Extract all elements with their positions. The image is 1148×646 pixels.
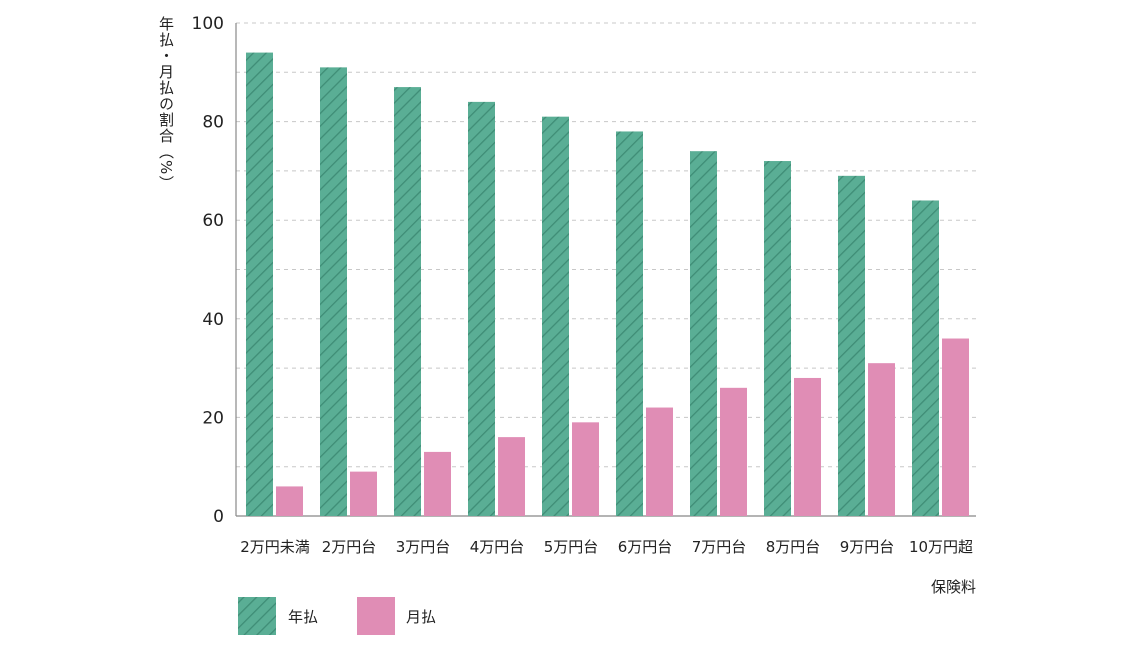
bar-annual	[838, 175, 865, 516]
y-tick-label: 80	[202, 113, 224, 133]
bar-monthly	[868, 363, 895, 516]
y-tick-label: 0	[213, 507, 224, 527]
x-tick-label: 9万円台	[840, 538, 895, 556]
bars	[246, 52, 969, 517]
legend-swatch-annual	[238, 597, 276, 635]
bar-monthly	[942, 338, 969, 516]
bar-annual	[912, 200, 939, 517]
x-tick-labels: 2万円未満 2万円台 3万円台 4万円台 5万円台 6万円台 7万円台 8万円台 9万円台 10万…	[240, 538, 973, 556]
bar-annual	[468, 101, 495, 516]
y-tick-label: 100	[192, 14, 224, 34]
y-axis-title: 年払・月払の割合（%）	[157, 16, 175, 191]
y-tick-labels: 0 20 40 60 80 100	[192, 14, 224, 527]
bar-monthly	[572, 422, 599, 516]
bar-monthly	[498, 437, 525, 516]
grid-lines	[236, 22, 976, 468]
x-tick-label: 3万円台	[396, 538, 451, 556]
x-tick-label: 2万円台	[322, 538, 377, 556]
x-tick-label: 7万円台	[692, 538, 747, 556]
x-tick-label: 6万円台	[618, 538, 673, 556]
y-tick-label: 20	[202, 408, 224, 428]
y-tick-label: 60	[202, 211, 224, 231]
legend: 年払 月払	[238, 597, 436, 635]
bar-annual	[764, 161, 791, 517]
bar-annual	[616, 131, 643, 516]
legend-label-monthly: 月払	[406, 608, 436, 626]
bar-monthly	[794, 377, 821, 516]
x-tick-label: 4万円台	[470, 538, 525, 556]
bar-annual	[246, 52, 273, 516]
x-tick-label: 2万円未満	[240, 538, 310, 556]
bar-monthly	[276, 486, 303, 516]
bar-monthly	[720, 387, 747, 516]
x-axis-title: 保険料	[931, 578, 976, 596]
bar-monthly	[646, 407, 673, 516]
legend-label-annual: 年払	[288, 608, 318, 626]
bar-annual	[320, 67, 347, 517]
bar-annual	[394, 87, 421, 516]
bar-annual	[690, 151, 717, 516]
y-tick-label: 40	[202, 310, 224, 330]
bar-monthly	[350, 471, 377, 516]
x-tick-label: 8万円台	[766, 538, 821, 556]
bar-annual	[542, 116, 569, 517]
x-tick-label: 10万円超	[909, 538, 973, 556]
x-tick-label: 5万円台	[544, 538, 599, 556]
bar-monthly	[424, 451, 451, 516]
legend-swatch-monthly	[357, 597, 395, 635]
